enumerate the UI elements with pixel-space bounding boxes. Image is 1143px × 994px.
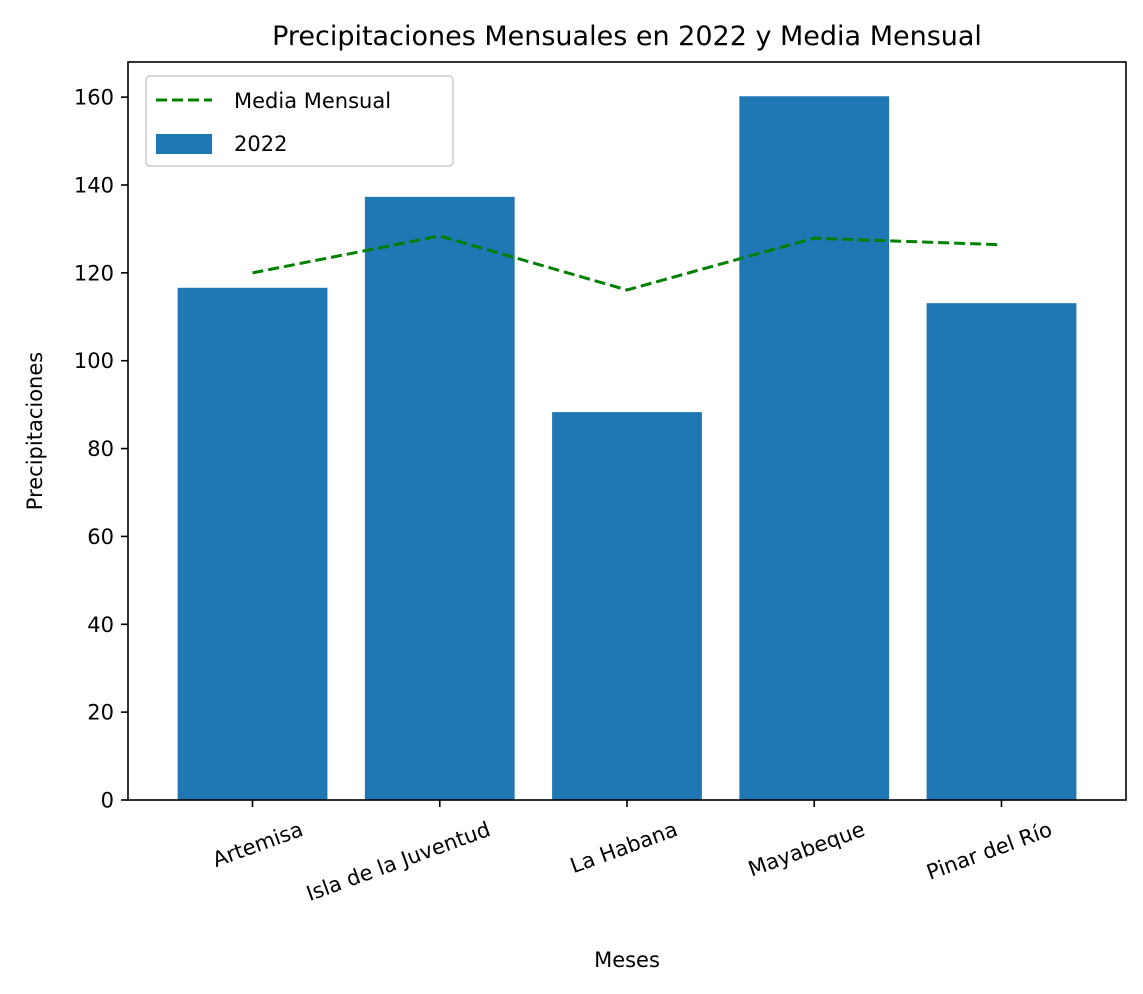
- y-tick-label: 160: [74, 86, 114, 110]
- bar-pinar-del-rio: [926, 303, 1077, 800]
- bars-layer: [177, 96, 1077, 800]
- media-mensual-line: [252, 234, 1002, 292]
- x-axis-label: Meses: [594, 948, 660, 972]
- bar-isla-de-la-juventud: [364, 196, 515, 800]
- legend-box: [145, 75, 454, 167]
- legend-label-media-mensual: Media Mensual: [234, 89, 391, 113]
- bar-la-habana: [552, 412, 702, 800]
- y-tick-label: 120: [74, 261, 114, 285]
- chart-title: Precipitaciones Mensuales en 2022 y Medi…: [272, 21, 982, 52]
- y-axis-label: Precipitaciones: [23, 352, 47, 510]
- bar-artemisa: [177, 287, 328, 800]
- y-tick-label: 140: [74, 174, 114, 198]
- legend-label-2022: 2022: [234, 132, 287, 156]
- legend: Media Mensual 2022: [145, 75, 454, 167]
- y-tick-label: 80: [87, 437, 114, 461]
- y-tick-label: 100: [74, 349, 114, 373]
- y-tick-label: 40: [87, 613, 114, 637]
- bar-mayabeque: [739, 96, 890, 800]
- legend-bar-swatch: [156, 134, 212, 154]
- y-tick-label: 60: [87, 525, 114, 549]
- y-axis: 0 20 40 60 80 100 120 140 160: [74, 86, 128, 813]
- y-tick-label: 20: [87, 701, 114, 725]
- y-tick-label: 0: [101, 789, 114, 813]
- line-layer: [252, 234, 1002, 292]
